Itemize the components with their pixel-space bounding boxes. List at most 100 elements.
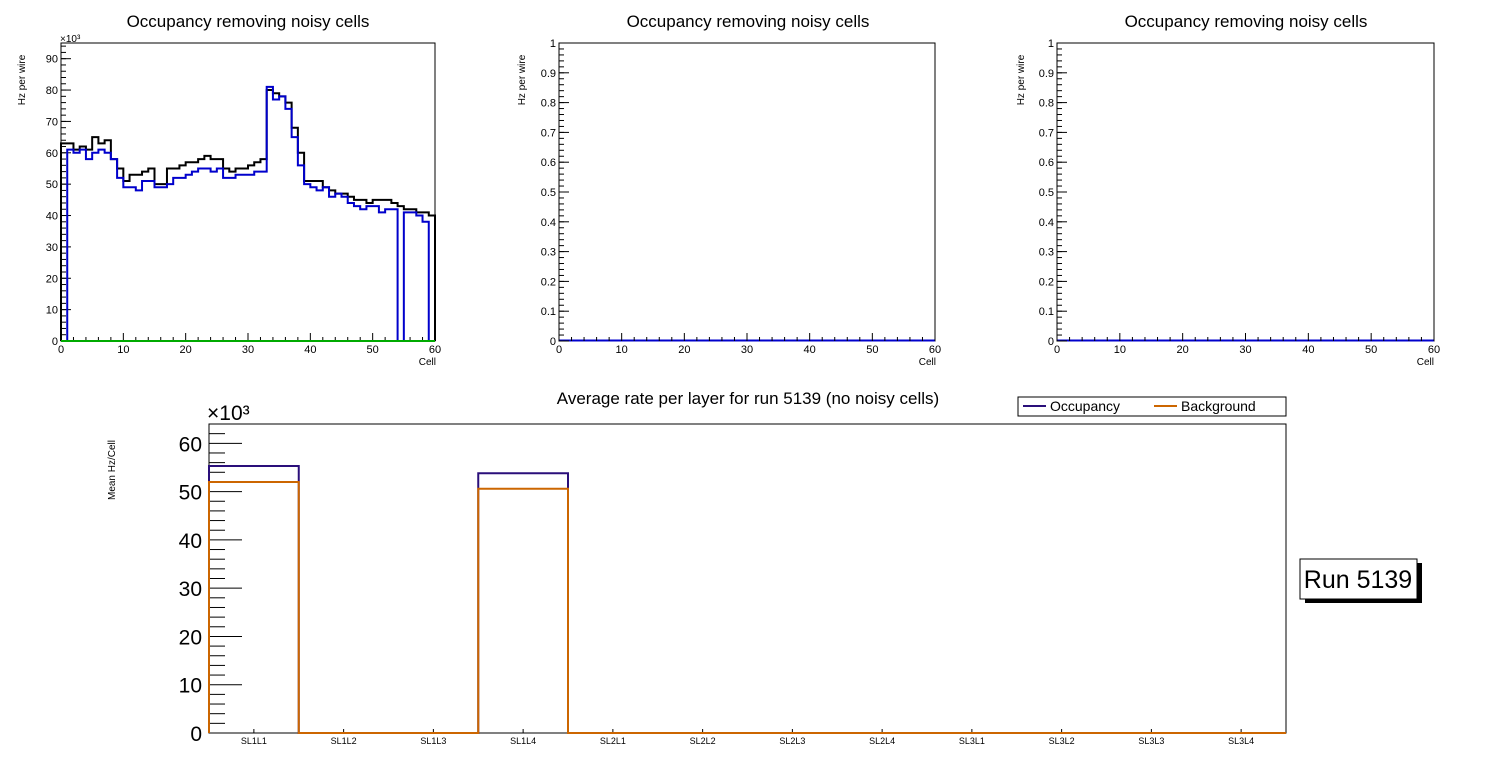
panel-3-xtick-label: 50 xyxy=(1365,344,1377,356)
panel-4-series-background xyxy=(208,480,1286,734)
panel-1-ytick-label: 30 xyxy=(46,242,58,254)
panel-1-xtick-label: 50 xyxy=(367,344,379,356)
panel-4-category-label: SL1L3 xyxy=(420,736,446,746)
panel-4-category-label: SL2L3 xyxy=(779,736,805,746)
legend-occupancy-label: Occupancy xyxy=(1050,398,1120,414)
legend-box xyxy=(1017,396,1287,417)
panel-1-series-blue xyxy=(61,85,435,342)
panel-1-ytick-label: 10 xyxy=(46,305,58,317)
panel-1-exponent-label: ×10³ xyxy=(60,34,81,45)
panel-4-title: Average rate per layer for run 5139 (no … xyxy=(557,389,939,408)
panel-3-ytick-label: 0.2 xyxy=(1039,276,1054,288)
panel-4-category-label: SL3L4 xyxy=(1228,736,1254,746)
panel-4: Average rate per layer for run 5139 (no … xyxy=(107,389,1287,746)
panel-4-category-label: SL1L4 xyxy=(510,736,536,746)
panel-4-exponent-label: ×10³ xyxy=(207,402,250,425)
legend: Occupancy Background xyxy=(1017,396,1287,417)
panel-2-xtick-label: 0 xyxy=(556,344,562,356)
panel-3-ytick-label: 0.8 xyxy=(1039,98,1054,110)
panel-4-ytick-label: 60 xyxy=(179,433,202,456)
panel-1-xtick-label: 10 xyxy=(117,344,129,356)
panel-1-xtick-label: 40 xyxy=(304,344,316,356)
run-label: Run 5139 xyxy=(1304,566,1412,594)
panel-1-xtick-label: 60 xyxy=(429,344,441,356)
panel-2-frame xyxy=(558,42,936,342)
panel-3-ticks: 0 10 20 30 40 50 60 0 0.1 0.2 0.3 0.4 0.5 0.6 0.7 0.8 0.… xyxy=(1039,38,1440,356)
panel-3-ytick-label: 0.9 xyxy=(1039,68,1054,80)
panel-2-ticks: 0 10 20 30 40 50 60 0 0.1 0.2 0.3 0.4 0.5 0.6 0.7 0.8 0.… xyxy=(541,38,941,356)
panel-2-ytick-label: 0.1 xyxy=(541,306,556,318)
panel-1-ytick-label: 20 xyxy=(46,273,58,285)
panel-2-ytick-label: 0.4 xyxy=(541,217,556,229)
panel-2-ytick-label: 0.2 xyxy=(541,276,556,288)
panel-3-ytick-label: 0.6 xyxy=(1039,157,1054,169)
panel-3-ytick-label: 0.4 xyxy=(1039,217,1054,229)
panel-4-ylabel: Mean Hz/Cell xyxy=(107,440,118,500)
panel-1-series-black xyxy=(60,89,436,341)
panel-4-ytick-label: 40 xyxy=(179,530,202,553)
panel-2-ytick-label: 0.7 xyxy=(541,127,556,139)
panel-4-category-label: SL2L4 xyxy=(869,736,895,746)
panel-2-xtick-label: 60 xyxy=(929,344,941,356)
panel-4-category-label: SL3L3 xyxy=(1138,736,1164,746)
panel-4-category-label: SL2L2 xyxy=(690,736,716,746)
panel-1-ticks: 0 10 20 30 40 50 60 0 10 20 30 40 50 60 70 80 90 xyxy=(46,45,441,356)
panel-1-ytick-label: 80 xyxy=(46,85,58,97)
panel-1-ytick-label: 60 xyxy=(46,148,58,160)
panel-1-title: Occupancy removing noisy cells xyxy=(127,12,370,31)
panel-4-frame xyxy=(208,423,1287,734)
panel-1-xtick-label: 30 xyxy=(242,344,254,356)
panel-3-title: Occupancy removing noisy cells xyxy=(1125,12,1368,31)
panel-1-ytick-label: 40 xyxy=(46,211,58,223)
panel-4-category-label: SL3L1 xyxy=(959,736,985,746)
panel-1-xtick-label: 20 xyxy=(180,344,192,356)
panel-3: Occupancy removing noisy cells Hz per wi… xyxy=(1016,12,1440,368)
panel-2-ytick-label: 0.6 xyxy=(541,157,556,169)
panel-3-ytick-label: 0.1 xyxy=(1039,306,1054,318)
panel-1: Occupancy removing noisy cells ×10³ Hz p… xyxy=(17,12,441,368)
panel-2-xlabel: Cell xyxy=(919,357,936,368)
panel-3-xtick-label: 40 xyxy=(1302,344,1314,356)
panel-2-xtick-label: 50 xyxy=(866,344,878,356)
panel-1-xlabel: Cell xyxy=(419,357,436,368)
run-label-frame xyxy=(1299,558,1418,600)
panel-2-xtick-label: 30 xyxy=(741,344,753,356)
panel-2-ytick-label: 0.5 xyxy=(541,187,556,199)
panel-2-ytick-label: 0.8 xyxy=(541,98,556,110)
panel-2-ylabel: Hz per wire xyxy=(517,54,528,105)
panel-2-xtick-label: 20 xyxy=(678,344,690,356)
run-label-box: Run 5139 xyxy=(1299,558,1422,603)
panel-4-ytick-label: 30 xyxy=(179,578,202,601)
panel-2: Occupancy removing noisy cells Hz per wi… xyxy=(517,12,941,368)
panel-3-ytick-label: 0.3 xyxy=(1039,247,1054,259)
panel-4-category-label: SL3L2 xyxy=(1049,736,1075,746)
panel-3-xtick-label: 20 xyxy=(1177,344,1189,356)
panel-1-ytick-label: 90 xyxy=(46,54,58,66)
panel-1-xtick-label: 0 xyxy=(58,344,64,356)
panel-2-title: Occupancy removing noisy cells xyxy=(627,12,870,31)
panel-1-series xyxy=(60,85,436,342)
panel-2-ytick-label: 0.3 xyxy=(541,247,556,259)
panel-3-ytick-label: 0.5 xyxy=(1039,187,1054,199)
panel-4-ytick-label: 10 xyxy=(179,675,202,698)
panel-3-ytick-label: 0 xyxy=(1048,336,1054,348)
panel-4-category-label: SL1L2 xyxy=(331,736,357,746)
panel-4-ytick-label: 50 xyxy=(179,482,202,505)
panel-4-series-occupancy xyxy=(208,465,1286,734)
panel-1-frame xyxy=(60,42,436,342)
panel-4-ytick-label: 0 xyxy=(190,723,202,746)
legend-background-label: Background xyxy=(1181,398,1256,414)
panel-3-ytick-label: 0.7 xyxy=(1039,127,1054,139)
panel-4-ytick-label: 20 xyxy=(179,626,202,649)
panel-2-ytick-label: 0.9 xyxy=(541,68,556,80)
panel-3-xtick-label: 0 xyxy=(1054,344,1060,356)
panel-4-category-label: SL2L1 xyxy=(600,736,626,746)
panel-3-ylabel: Hz per wire xyxy=(1016,54,1027,105)
panel-2-ytick-label: 1 xyxy=(550,38,556,50)
panel-1-ylabel: Hz per wire xyxy=(17,54,28,105)
panel-3-xtick-label: 60 xyxy=(1428,344,1440,356)
panel-4-category-label: SL1L1 xyxy=(241,736,267,746)
panel-2-ytick-label: 0 xyxy=(550,336,556,348)
panel-3-xtick-label: 30 xyxy=(1239,344,1251,356)
